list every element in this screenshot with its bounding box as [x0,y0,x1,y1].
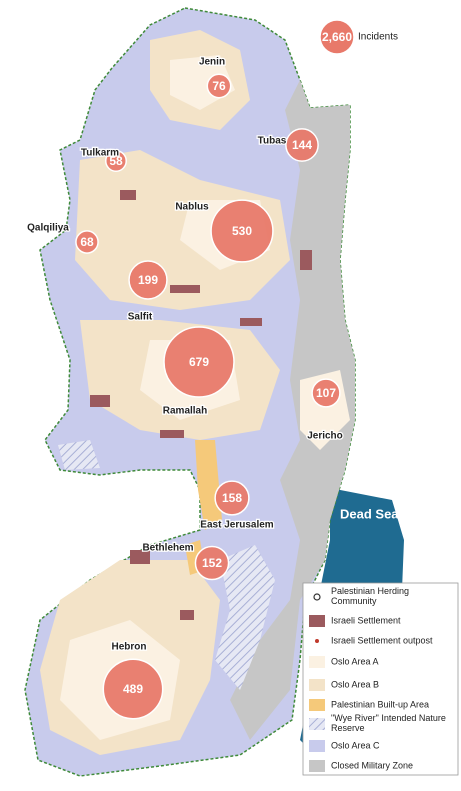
incident-bubble [102,658,164,720]
incident-bubble [214,480,250,516]
sea-label: Dead Sea [340,506,399,521]
incident-count: 152 [202,556,222,570]
legend-symbol [313,593,321,601]
settlements [90,190,312,620]
legend-label: Oslo Area A [331,656,379,666]
place-name: Ramallah [163,406,207,417]
incident-bubble [105,150,127,172]
incident-bubble [285,128,319,162]
place-name: Salfit [128,312,153,323]
place-name: Nablus [175,202,209,213]
legend-label: Closed Military Zone [331,760,413,770]
total-bubble [319,19,355,55]
incident-bubble [206,73,232,99]
place-name: Qalqiliya [27,223,69,234]
incident-count: 158 [222,491,242,505]
incident-bubble [311,378,341,408]
incident-count: 144 [292,138,312,152]
incident-bubble [128,260,168,300]
place-name: East Jerusalem [200,520,273,531]
legend-label: Israeli Settlement outpost [331,635,433,645]
legend-symbol [309,679,325,691]
incident-count: 58 [109,154,123,168]
legend-label: Palestinian Built-up Area [331,699,429,709]
place-name: Tulkarm [81,148,119,159]
legend-symbol [309,718,325,730]
wye-river-reserve [58,440,100,470]
closed-military-zone [230,80,355,740]
legend-symbol [315,639,319,643]
legend-label: Palestinian Herding Community [331,586,409,606]
incident-count: 76 [212,79,226,93]
place-name: Hebron [112,642,147,653]
total-label: 2,660 [322,30,352,44]
incident-bubble [210,199,274,263]
legend-symbol [309,760,325,772]
incident-bubble [194,545,230,581]
legend-symbol [309,740,325,752]
legend-symbol [309,615,325,627]
incident-count: 107 [316,386,336,400]
total-unit: Incidents [358,32,398,43]
legend-label: Israeli Settlement [331,615,401,625]
incident-count: 68 [80,235,94,249]
place-name: Tubas [258,136,287,147]
incident-count: 679 [189,355,209,369]
wye-river-reserve [215,545,275,690]
incident-count: 530 [232,224,252,238]
place-name: Jericho [307,431,343,442]
incident-bubble [75,230,99,254]
legend-label: "Wye River" Intended Nature Reserve [331,713,446,733]
place-name: Bethlehem [142,543,193,554]
legend-symbol [309,656,325,668]
incident-bubble [163,326,235,398]
legend-label: Oslo Area C [331,740,380,750]
legend: Palestinian Herding Community Israeli Sett… [302,582,459,776]
legend-label: Oslo Area B [331,679,379,689]
place-name: Jenin [199,57,225,68]
legend-symbol [309,699,325,711]
incident-count: 199 [138,273,158,287]
incident-count: 489 [123,682,143,696]
